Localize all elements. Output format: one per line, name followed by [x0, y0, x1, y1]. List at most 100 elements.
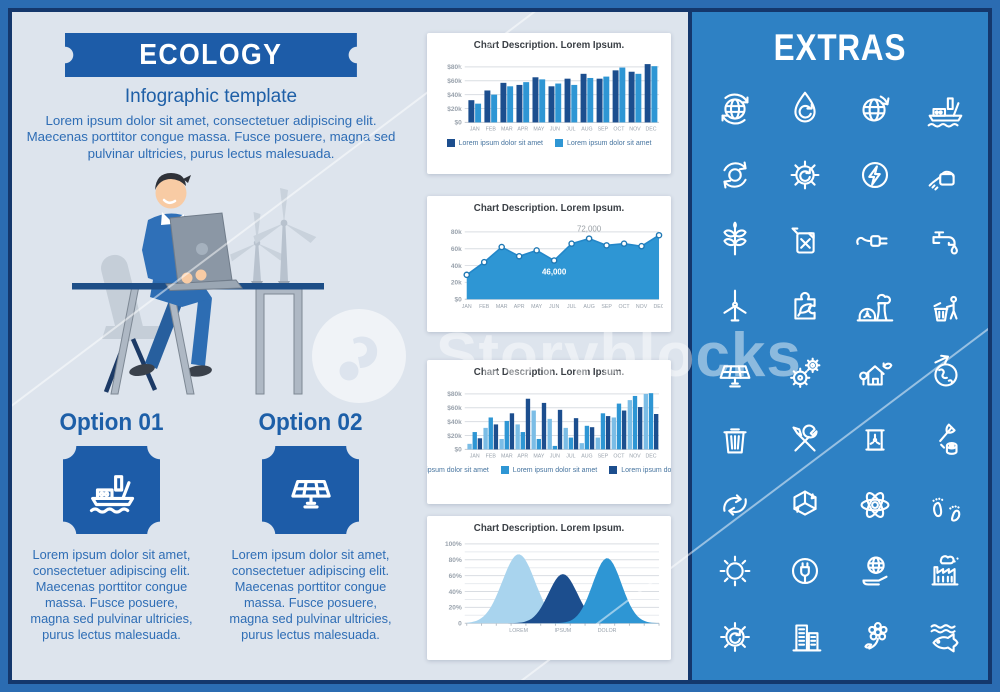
svg-text:SEP: SEP: [601, 304, 612, 310]
page-title: ECOLOGY: [139, 38, 283, 71]
charts-column: Chart Description. Lorem Ipsum. $80k $60k…: [410, 12, 688, 680]
option-02-text: Lorem ipsum dolor sit amet, consectetuer…: [229, 547, 392, 643]
wind-turbine-models: [230, 188, 317, 286]
page-subtitle: Infographic template: [124, 86, 298, 107]
legend-item: Lorem ipsum dolor sit amet: [500, 466, 597, 475]
svg-text:APR: APR: [517, 126, 528, 132]
chart-legend: Lorem ipsum dolor sit amet Lorem ipsum do…: [427, 466, 671, 475]
svg-text:FEB: FEB: [486, 126, 497, 132]
chart-legend: Lorem ipsum dolor sit amet Lorem ipsum do…: [435, 139, 663, 148]
svg-text:JUL: JUL: [566, 126, 575, 132]
svg-text:MAR: MAR: [501, 126, 513, 132]
svg-text:JUN: JUN: [549, 304, 559, 310]
radioactive-barrel-icon: [840, 406, 910, 472]
svg-text:MAR: MAR: [496, 304, 508, 310]
man-at-desk-drawing: [72, 173, 324, 395]
svg-text:FEB: FEB: [486, 453, 497, 459]
flower-icon: [840, 604, 910, 670]
svg-text:DEC: DEC: [653, 304, 663, 310]
svg-text:OCT: OCT: [613, 126, 625, 132]
plant-branch-icon: [700, 208, 770, 274]
svg-text:DEC: DEC: [645, 126, 656, 132]
svg-text:$60k: $60k: [447, 78, 462, 85]
svg-text:JUL: JUL: [567, 304, 576, 310]
svg-text:IPSUM: IPSUM: [555, 628, 572, 634]
svg-text:SEP: SEP: [598, 453, 609, 459]
gear-recycle-icon: [770, 142, 840, 208]
chart-card-bell-curves: Chart Description. Lorem Ipsum. 100% 80% 6…: [427, 516, 671, 660]
svg-text:DEC: DEC: [645, 453, 656, 459]
svg-text:APR: APR: [514, 304, 525, 310]
svg-text:AUG: AUG: [583, 304, 594, 310]
globe-in-hand-icon: [840, 538, 910, 604]
svg-text:80k: 80k: [451, 229, 462, 236]
svg-text:$0: $0: [455, 447, 463, 454]
legend-item: Lorem ipsum dolor sit amet: [555, 139, 651, 148]
svg-text:$20k: $20k: [447, 433, 462, 440]
city-buildings-icon: [770, 604, 840, 670]
option-01-text: Lorem ipsum dolor sit amet, consectetuer…: [30, 547, 193, 643]
svg-text:LOREM: LOREM: [509, 628, 528, 634]
triple-bar-chart: $80k $60k $40k $20k $0 JAN FEB MAR APR MAY JUN JUL A…: [447, 391, 660, 459]
fish-icon: [910, 604, 980, 670]
svg-text:JAN: JAN: [470, 453, 480, 459]
svg-text:MAY: MAY: [531, 304, 542, 310]
axe-log-icon: [910, 406, 980, 472]
svg-text:SEP: SEP: [598, 126, 609, 132]
svg-text:80%: 80%: [449, 557, 462, 564]
svg-text:$40k: $40k: [447, 92, 462, 99]
illustration-man-at-desk: [12, 166, 410, 409]
svg-text:$60k: $60k: [447, 405, 462, 412]
bell-curve-chart: 100% 80% 60% 40% 20% 0 LOREM IPSUM DOLOR: [445, 541, 660, 634]
option-02-badge: [262, 446, 359, 535]
option-02-title: Option 02: [258, 409, 363, 437]
svg-text:DOLOR: DOLOR: [598, 628, 617, 634]
lightning-circle-icon: [840, 142, 910, 208]
options-row: Option 01 Lorem ipsum dolor sit amet, co…: [12, 409, 410, 643]
svg-text:JAN: JAN: [470, 126, 480, 132]
svg-text:40k: 40k: [451, 263, 462, 270]
recycle-cube-icon: [770, 472, 840, 538]
extras-icon-grid: [692, 76, 988, 670]
svg-text:JUN: JUN: [550, 126, 560, 132]
eco-house-icon: [840, 340, 910, 406]
sun-recycle-icon: [700, 604, 770, 670]
repair-tools-icon: [770, 406, 840, 472]
svg-text:72,000: 72,000: [577, 225, 602, 234]
legend-item: Lorem ipsum dolor sit amet: [446, 139, 543, 148]
extras-title: EXTRAS: [773, 27, 907, 68]
option-02: Option 02 Lorem ipsum dolor sit amet, co…: [211, 409, 410, 643]
svg-text:MAR: MAR: [501, 453, 513, 459]
chart-title: Chart Description. Lorem Ipsum.: [473, 203, 625, 214]
chart-title: Chart Description. Lorem Ipsum.: [473, 367, 625, 378]
fuel-can-icon: [770, 208, 840, 274]
wind-turbine-icon: [700, 274, 770, 340]
svg-text:JUL: JUL: [566, 453, 575, 459]
svg-text:NOV: NOV: [629, 126, 641, 132]
option-01-title: Option 01: [59, 409, 164, 437]
title-banner: ECOLOGY: [65, 33, 357, 77]
svg-text:MAY: MAY: [533, 453, 544, 459]
sun-icon: [700, 538, 770, 604]
svg-text:AUG: AUG: [581, 453, 592, 459]
svg-text:60k: 60k: [451, 246, 462, 253]
extras-panel: EXTRAS: [688, 12, 988, 680]
svg-text:OCT: OCT: [613, 453, 625, 459]
legend-item: Lorem ipsum dolor sit amet: [609, 466, 671, 475]
chart-title: Chart Description. Lorem Ipsum.: [473, 523, 625, 534]
chart-card-triple-bar: Chart Description. Lorem Ipsum. $80k $60k…: [427, 360, 671, 504]
water-tap-icon: [910, 208, 980, 274]
waste-disposal-icon: [910, 274, 980, 340]
intro-paragraph: Lorem ipsum dolor sit amet, consectetuer…: [26, 113, 396, 161]
svg-text:NOV: NOV: [629, 453, 641, 459]
factory-icon: [910, 538, 980, 604]
svg-text:$80k: $80k: [447, 391, 462, 398]
atom-icon: [840, 472, 910, 538]
infographic-content: ECOLOGY Infographic template Lorem ipsum…: [8, 8, 992, 684]
solar-panel-icon: [700, 340, 770, 406]
chart-card-area: Chart Description. Lorem Ipsum. 80k 60k 40…: [427, 196, 671, 332]
oil-tanker-icon: [910, 76, 980, 142]
svg-text:APR: APR: [517, 453, 528, 459]
trash-can-icon: [700, 406, 770, 472]
